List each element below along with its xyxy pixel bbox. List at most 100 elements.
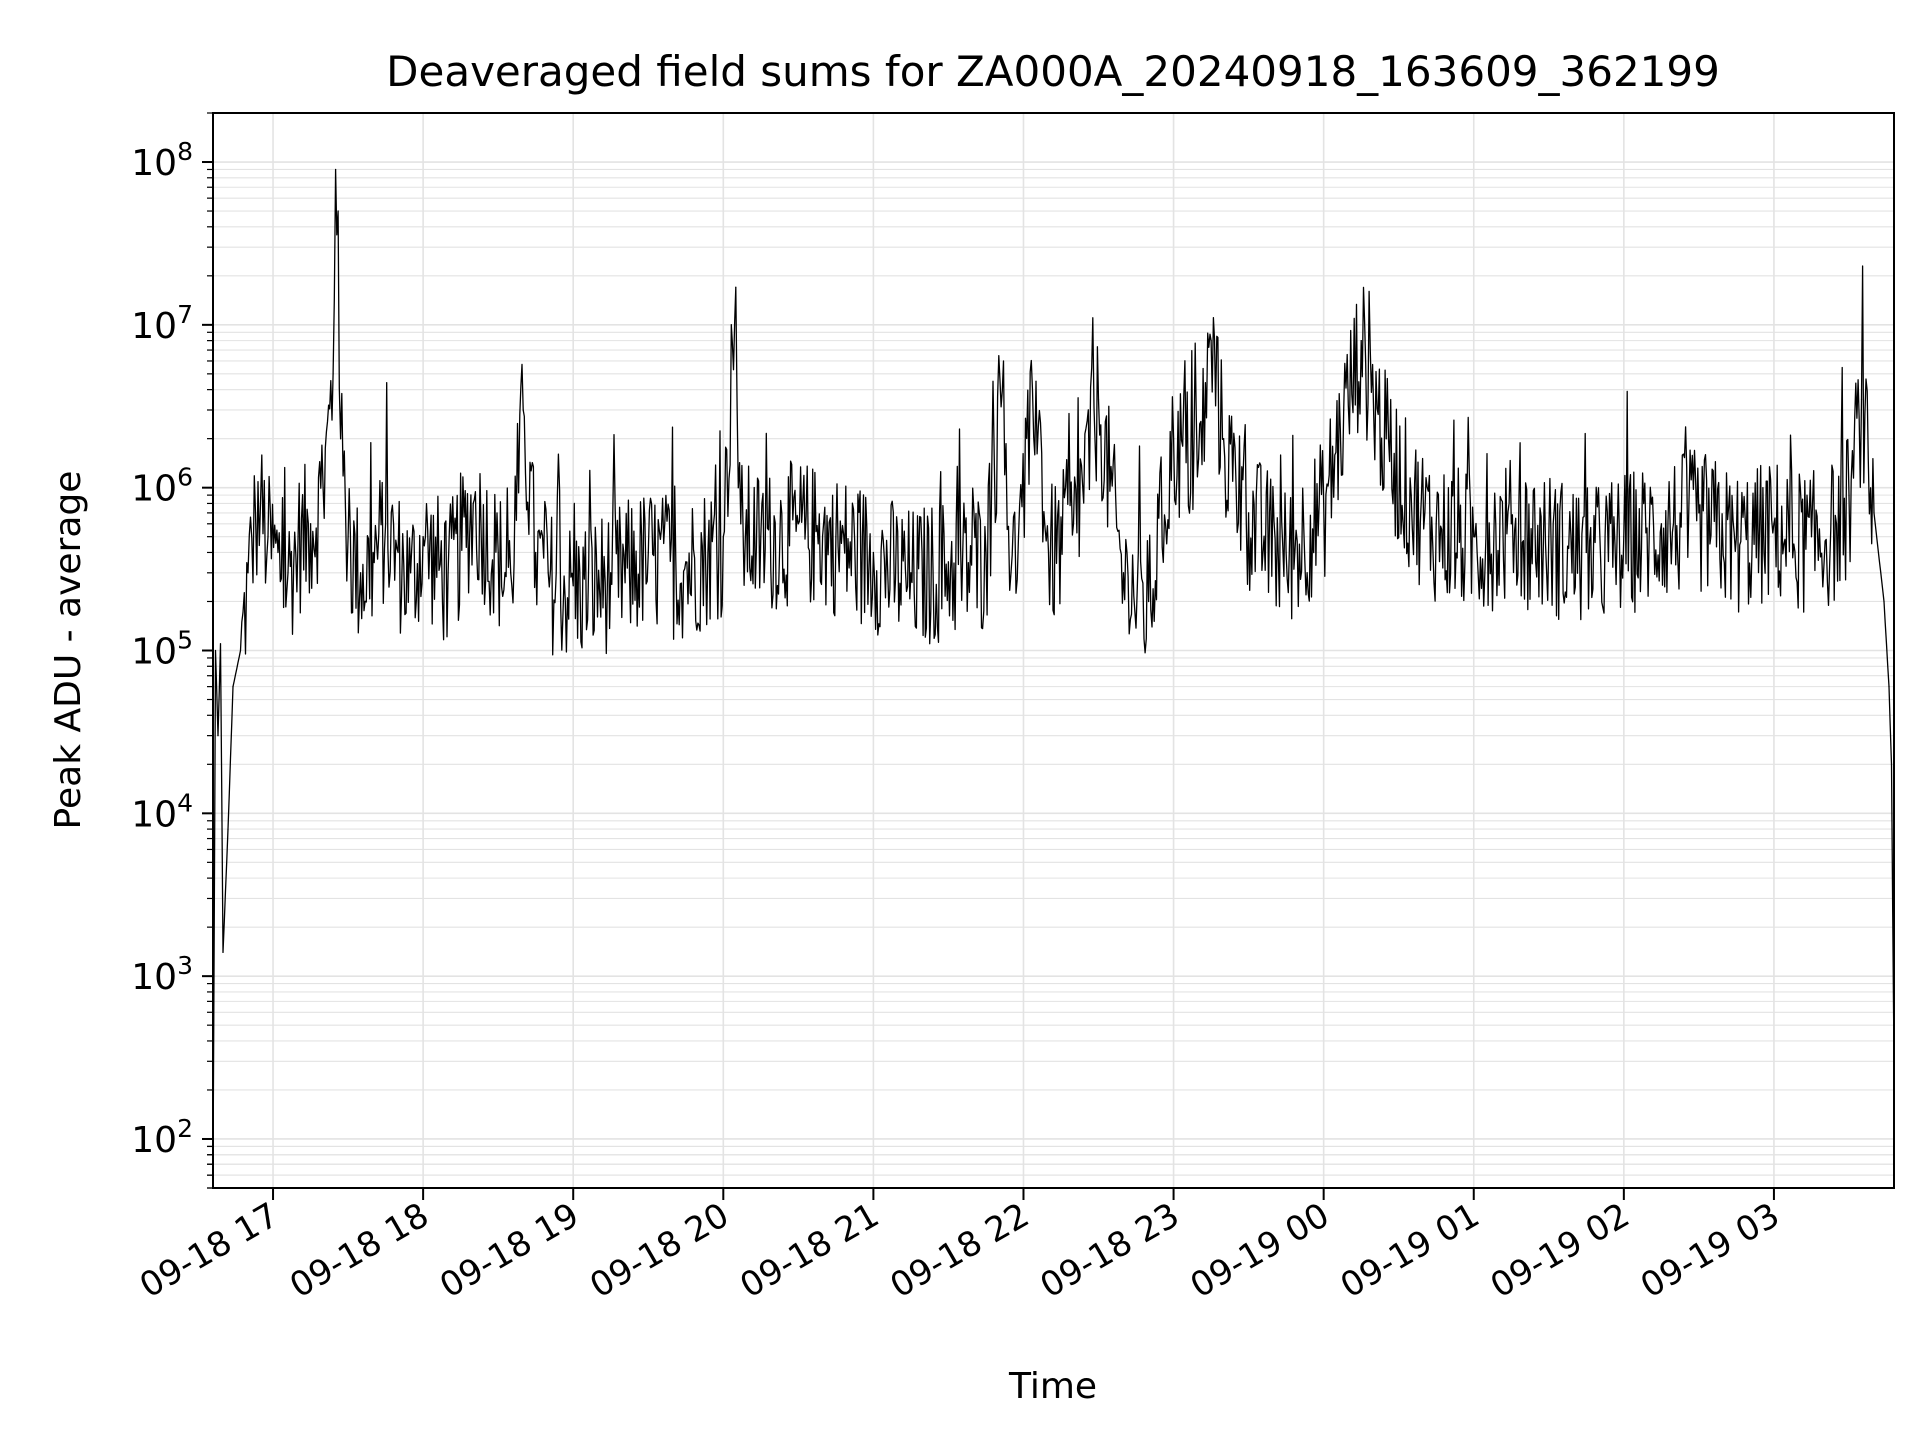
data-point xyxy=(1248,512,1250,514)
y-tick-label: 103 xyxy=(131,951,193,998)
data-point xyxy=(239,649,242,652)
data-point xyxy=(219,643,222,645)
data-point xyxy=(1660,523,1662,525)
grid-layer xyxy=(213,112,1894,1189)
data-point xyxy=(267,536,269,538)
data-point xyxy=(222,951,224,954)
y-axis-label: Peak ADU - average xyxy=(48,471,89,830)
data-point xyxy=(835,536,837,538)
data-point xyxy=(872,551,875,554)
data-point xyxy=(947,561,950,563)
data-point xyxy=(385,523,387,525)
data-point xyxy=(985,551,987,554)
data-point xyxy=(247,572,249,574)
data-point xyxy=(522,409,524,411)
data-point xyxy=(1888,686,1890,688)
data-point xyxy=(1097,398,1100,400)
data-point xyxy=(572,585,574,587)
data-point xyxy=(259,502,262,505)
data-point xyxy=(232,686,234,688)
data-point xyxy=(372,551,374,554)
data-point xyxy=(1435,523,1437,525)
data-point xyxy=(737,487,739,489)
data-point xyxy=(1122,572,1125,574)
data-point xyxy=(1410,494,1412,496)
data-point xyxy=(1385,438,1387,440)
data-point xyxy=(322,487,324,489)
y-tick-label: 104 xyxy=(131,788,193,835)
data-point xyxy=(1047,551,1050,554)
data-point xyxy=(1035,380,1037,382)
data-point xyxy=(1873,512,1875,514)
data-point xyxy=(1890,763,1893,765)
data-point xyxy=(337,210,339,212)
y-tick-label: 102 xyxy=(131,1114,193,1161)
x-axis-label: Time xyxy=(1008,1366,1097,1407)
data-point xyxy=(1810,536,1813,538)
data-point xyxy=(340,438,342,440)
data-point xyxy=(497,551,499,554)
data-point xyxy=(1198,458,1200,460)
series-layer xyxy=(212,168,1895,1176)
data-point xyxy=(1510,523,1512,525)
data-point xyxy=(1323,502,1325,505)
data-point xyxy=(1343,409,1345,411)
data-point xyxy=(310,523,312,525)
data-point xyxy=(740,523,742,525)
data-point xyxy=(214,649,217,652)
data-point xyxy=(535,551,537,554)
data-point xyxy=(1698,512,1700,514)
data-point xyxy=(332,373,334,375)
data-point xyxy=(227,828,229,830)
data-point xyxy=(1860,398,1863,400)
data-point xyxy=(335,168,337,171)
data-point xyxy=(397,551,399,554)
data-point xyxy=(647,551,649,554)
data-point xyxy=(1210,340,1212,342)
data-point xyxy=(735,286,737,288)
data-point xyxy=(447,572,449,574)
y-tick-label: 105 xyxy=(131,626,193,673)
data-point xyxy=(1285,551,1287,554)
y-tick-label: 107 xyxy=(131,300,193,347)
data-point xyxy=(547,572,549,574)
data-point xyxy=(277,551,279,554)
data-point xyxy=(217,735,219,737)
data-point xyxy=(1585,551,1587,554)
data-point xyxy=(760,536,762,538)
data-point xyxy=(1223,438,1225,440)
data-point xyxy=(1623,536,1625,538)
data-point xyxy=(1360,340,1362,342)
data-point xyxy=(1735,536,1737,538)
data-point xyxy=(510,572,512,574)
data-point xyxy=(1017,536,1020,538)
data-point xyxy=(347,536,349,538)
data-point xyxy=(1773,523,1775,525)
data-point xyxy=(797,523,799,525)
data-point xyxy=(1173,438,1175,440)
data-point xyxy=(610,572,612,574)
data-point xyxy=(360,572,362,574)
data-point xyxy=(1473,536,1475,538)
data-point xyxy=(1848,494,1850,496)
data-point xyxy=(1072,523,1075,525)
data-point xyxy=(287,572,289,574)
data-point xyxy=(422,536,424,538)
data-point xyxy=(1835,523,1838,525)
y-tick-label: 106 xyxy=(131,463,193,510)
data-point xyxy=(472,502,474,505)
data-point xyxy=(722,536,724,538)
chart-title: Deaveraged field sums for ZA000A_2024091… xyxy=(386,47,1720,96)
data-point xyxy=(1548,536,1550,538)
data-point xyxy=(1883,600,1885,603)
data-point xyxy=(685,561,687,563)
data-point xyxy=(297,536,299,538)
data-point xyxy=(1010,572,1012,574)
y-tick-label: 108 xyxy=(131,137,193,184)
data-point xyxy=(410,572,412,574)
data-point xyxy=(1002,360,1005,362)
series-line xyxy=(212,168,1895,1176)
